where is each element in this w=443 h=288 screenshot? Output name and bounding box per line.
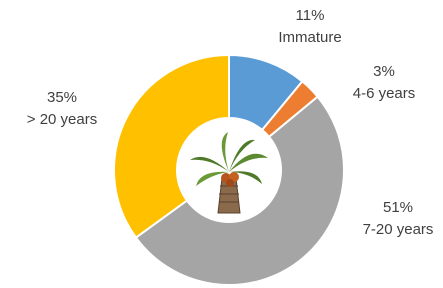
donut-slice xyxy=(114,55,229,238)
category-label: Immature xyxy=(278,29,341,46)
value-label: 35% xyxy=(47,89,77,106)
value-label: 11% xyxy=(296,7,325,24)
category-label: 4-6 years xyxy=(353,85,416,102)
category-label: 7-20 years xyxy=(363,221,434,238)
palm-icon xyxy=(190,132,268,213)
chart: 11% Immature 3% 4-6 years 51% 7-20 years 35% > … xyxy=(0,0,443,288)
category-label: > 20 years xyxy=(27,111,97,128)
value-label: 51% xyxy=(383,199,413,216)
donut xyxy=(114,55,344,285)
value-label: 3% xyxy=(373,63,395,80)
